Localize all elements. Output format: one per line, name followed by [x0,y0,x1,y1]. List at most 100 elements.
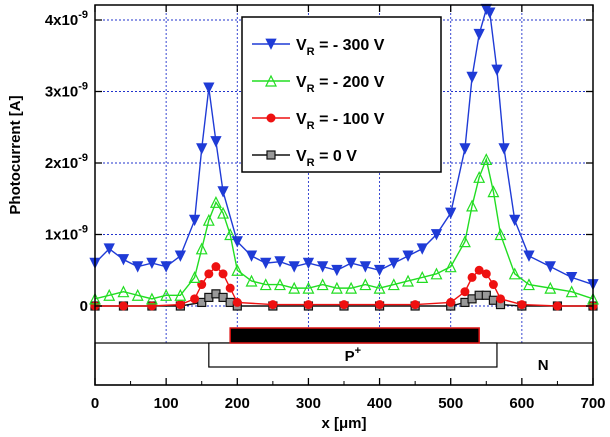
data-point [466,71,478,84]
x-axis-title: x [μm] [321,415,366,432]
legend-label: VR = - 100 V [296,111,385,132]
data-point [474,265,484,275]
data-point [509,214,521,227]
y-tick-label-base: 4x10 [45,12,78,29]
data-point [359,261,371,273]
legend: VR = - 300 VVR = - 200 VVR = - 100 VVR =… [241,16,442,173]
data-point [508,267,521,280]
y-tick-label-base: 0 [80,298,88,315]
data-point [147,301,157,311]
x-tick-label: 600 [509,395,534,412]
data-point [416,271,429,283]
data-point [359,278,372,291]
legend-marker [266,113,276,123]
data-point [245,274,258,287]
y-tick-label-exponent: -9 [78,152,88,164]
legend-item: VR = - 100 V [252,111,385,132]
data-point [203,82,215,94]
y-tick-label: 1x10-9 [45,224,88,244]
data-point [174,250,187,262]
data-point [316,278,329,291]
data-point [373,281,386,294]
data-point [523,278,535,291]
data-point [345,281,358,294]
p-plus-label: P+ [345,345,361,365]
device-structure: P+ N [94,327,594,386]
legend-label-rest: = - 300 V [315,37,385,54]
data-point [487,185,500,198]
y-tick-label: 0 [80,298,88,315]
series-triangle-down [89,3,599,291]
y-tick-label: 3x10-9 [45,81,88,101]
data-point [188,271,201,283]
x-tick-label: 500 [438,395,463,412]
data-point [430,229,443,241]
data-point [467,272,477,282]
legend-label-sub: R [307,83,315,95]
legend-item: VR = - 200 V [252,74,385,95]
data-point [491,64,503,76]
data-point [202,213,215,226]
p-label-sup: + [355,345,361,357]
legend-marker [265,38,277,50]
data-point [523,250,535,262]
data-point [303,300,313,310]
legend-label-main: V [296,111,307,128]
data-point [387,278,400,291]
x-tick-label: 400 [367,395,392,412]
data-point [117,285,130,298]
n-label: N [538,357,549,374]
data-point [132,261,144,273]
metal-contact [229,327,480,344]
data-point [103,243,115,255]
data-point [459,143,471,155]
data-point [225,283,235,293]
legend-label: VR = - 200 V [296,74,385,95]
data-point [481,290,491,300]
data-point [218,269,228,279]
data-point [481,269,491,279]
x-tick-label: 100 [154,395,179,412]
data-point [388,257,400,269]
series-layer [89,3,599,311]
data-point [466,199,479,212]
data-point [218,292,228,303]
data-point [259,278,272,291]
data-point [231,263,244,276]
axis-ticks [94,5,594,385]
data-point [488,280,498,290]
x-tick-label: 300 [296,395,321,412]
data-point [118,301,128,311]
y-axis-title: Photocurrent [A] [7,95,24,214]
data-point [232,297,242,307]
data-point [498,143,510,155]
legend-label-main: V [296,74,307,91]
y-tick-label-exponent: -9 [78,81,88,93]
legend-label-sub: R [307,46,315,58]
data-point [288,261,300,273]
x-tick-label: 0 [91,395,99,412]
data-point [494,228,507,241]
data-point [288,281,301,294]
legend-marker [266,150,276,160]
data-point [517,300,527,310]
data-point [195,242,208,255]
x-tick-label: 700 [580,395,605,412]
legend-label: VR = 0 V [296,148,357,169]
data-point [552,301,562,311]
data-point [496,294,506,304]
legend-label-sub: R [307,157,315,169]
data-point [317,261,329,273]
series-line [94,157,594,300]
legend-label-rest: = - 100 V [315,111,385,128]
data-point [331,264,343,277]
data-point [217,206,230,219]
data-point [484,7,496,19]
legend-item: VR = - 300 V [252,37,385,58]
data-point [211,262,221,272]
legend-label-rest: = 0 V [315,148,358,165]
data-point [445,207,457,219]
y-tick-label-base: 2x10 [45,155,78,172]
